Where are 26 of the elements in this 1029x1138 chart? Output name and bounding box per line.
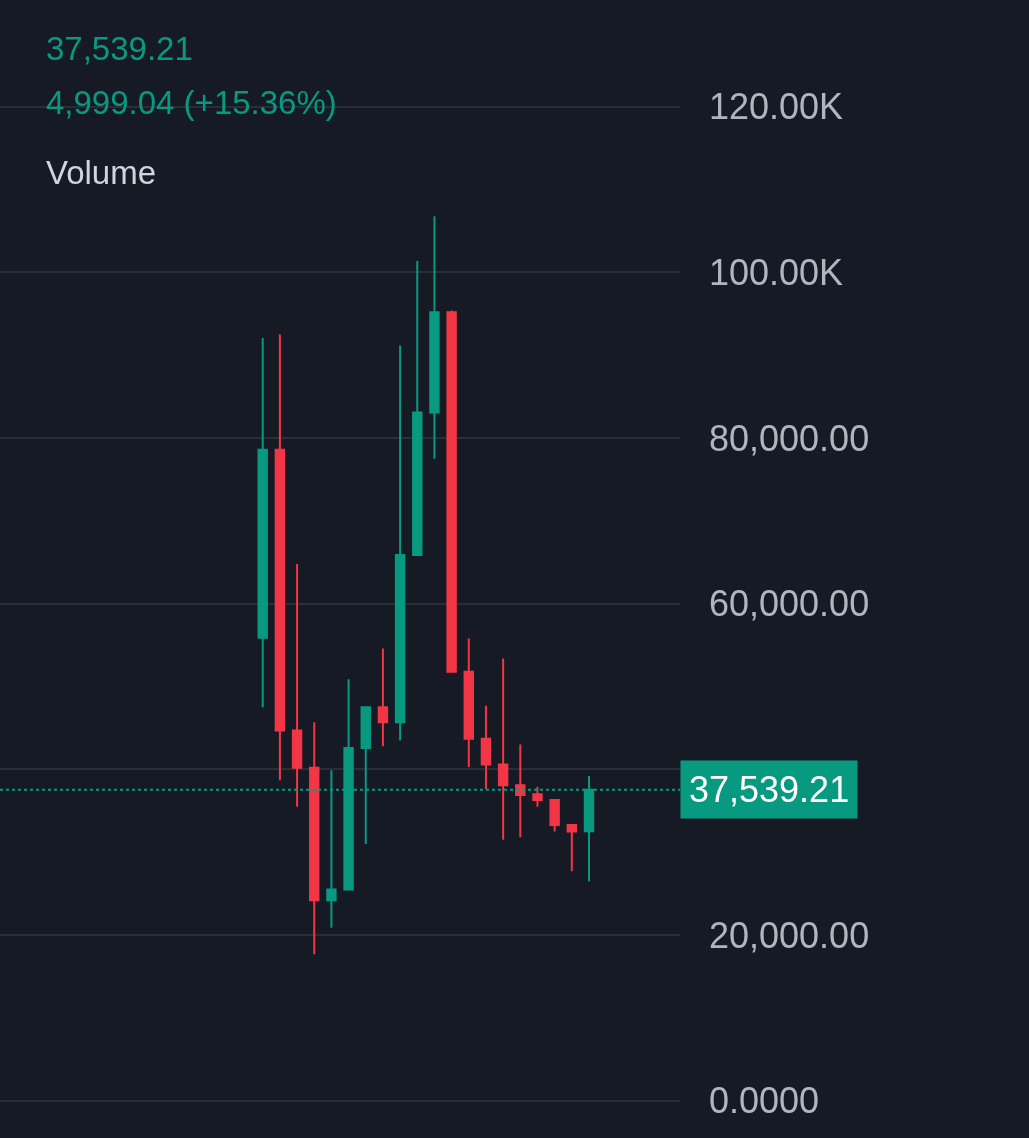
annotation: 4,999.04 (+15.36%) — [46, 84, 337, 121]
candlestick — [515, 743, 526, 839]
ref-line-label: 37,539.21 — [689, 769, 850, 810]
candlestick — [497, 657, 509, 841]
candlestick — [377, 647, 389, 748]
candlestick — [274, 333, 286, 782]
candlestick — [532, 785, 543, 808]
y-tick-label: 80,000.00 — [709, 417, 870, 459]
candlestick — [412, 259, 423, 556]
candlestick — [429, 215, 440, 460]
y-tick-label: 0.0000 — [709, 1080, 820, 1122]
candlestick — [257, 336, 268, 709]
y-tick-label: 100.00K — [709, 252, 844, 294]
candlestick — [549, 798, 560, 833]
candlestick — [291, 563, 303, 808]
candlestick — [463, 637, 474, 768]
candlestick — [566, 823, 578, 873]
y-tick-label: 20,000.00 — [709, 914, 870, 956]
candlestick — [446, 309, 457, 673]
candlestick — [480, 704, 492, 791]
y-tick-label: 60,000.00 — [709, 583, 870, 625]
text: Volume — [46, 154, 157, 191]
candlestick — [309, 721, 320, 956]
y-tick-label: 120.00K — [709, 86, 844, 128]
text: 37,539.21 — [46, 30, 193, 67]
candlestick — [394, 344, 406, 742]
